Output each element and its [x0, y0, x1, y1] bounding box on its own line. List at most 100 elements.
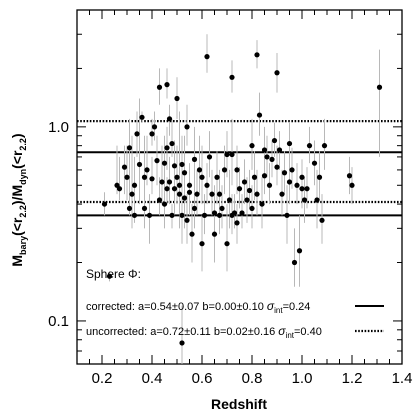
data-point [161, 160, 168, 166]
data-point [261, 173, 268, 179]
data-point [106, 273, 113, 279]
data-point [166, 179, 173, 185]
data-point [191, 156, 198, 162]
data-point [186, 189, 193, 195]
data-point [181, 195, 188, 201]
data-point [164, 82, 170, 88]
data-point [221, 167, 228, 173]
data-point [286, 140, 293, 147]
data-point [179, 212, 185, 218]
data-point [256, 112, 263, 118]
data-point [116, 186, 123, 192]
data-point [224, 151, 230, 158]
data-point [171, 163, 178, 169]
legend-text-corrected: corrected: a=0.54±0.07 b=0.00±0.10 σint=… [86, 299, 310, 315]
data-point [239, 210, 245, 216]
data-point [174, 95, 180, 102]
data-point [346, 173, 353, 179]
x-tick-label: 0.2 [92, 370, 113, 387]
data-point [184, 124, 190, 130]
data-point [284, 212, 290, 218]
legend-text-part: =0.40 [294, 326, 322, 338]
data-point [211, 210, 218, 216]
data-point [166, 116, 173, 122]
data-point [204, 182, 210, 188]
data-point [316, 174, 323, 180]
data-point [134, 131, 140, 137]
data-point [141, 205, 148, 212]
data-point [279, 191, 285, 197]
data-point [154, 158, 160, 164]
legend: corrected: a=0.54±0.07 b=0.00±0.10 σint=… [86, 299, 384, 340]
data-point [149, 131, 155, 137]
x-axis-ticks: 0.2 0.4 0.6 0.8 1.0 1.2 1.4 [76, 10, 413, 387]
data-point [139, 114, 145, 120]
data-point [246, 187, 253, 194]
y-tick-label: 0.1 [48, 313, 69, 330]
data-point [229, 151, 235, 158]
data-point [121, 164, 128, 170]
data-point [181, 170, 188, 176]
data-point [299, 186, 305, 192]
legend-text-part: σ [278, 324, 286, 338]
data-point [126, 205, 133, 212]
data-points [101, 34, 383, 364]
data-point [321, 143, 328, 149]
annotation-sphere: Sphere Φ: [86, 267, 141, 281]
x-tick-label: 0.8 [242, 370, 263, 387]
data-point [171, 186, 178, 192]
x-tick-label: 0.4 [142, 370, 163, 387]
data-point [141, 174, 148, 180]
data-point [131, 212, 138, 218]
legend-text-part: int [286, 331, 295, 340]
data-point [146, 212, 153, 218]
y-axis-ticks: 0.1 1.0 [48, 9, 402, 365]
data-point [314, 197, 320, 203]
data-point [254, 52, 260, 58]
data-point [274, 70, 280, 76]
data-point [259, 201, 265, 207]
data-point [151, 124, 158, 130]
y-title-subscript: 2.2 [18, 138, 28, 151]
data-point [224, 241, 230, 247]
data-point [216, 212, 223, 218]
data-point [349, 182, 355, 188]
data-point [304, 186, 310, 192]
data-point [189, 231, 195, 237]
data-point [294, 182, 300, 188]
data-point [219, 205, 225, 212]
data-point [199, 241, 205, 247]
data-point [129, 191, 135, 197]
legend-text-part: =0.24 [283, 301, 311, 313]
data-point [214, 174, 220, 180]
y-title-subscript: 2.2 [18, 205, 28, 218]
legend-text-part: uncorrected: a=0.72±0.11 b=0.02±0.16 [86, 326, 278, 338]
x-axis-title: Redshift [211, 396, 267, 412]
data-point [101, 201, 108, 207]
y-tick-label: 1.0 [48, 119, 69, 136]
x-tick-label: 1.4 [392, 370, 413, 387]
y-title-subscript: bary [18, 236, 28, 255]
data-point [289, 167, 295, 173]
data-point [179, 340, 185, 346]
data-point [204, 54, 210, 60]
data-point [241, 179, 248, 185]
data-point [281, 170, 288, 176]
y-title-part: (<r [9, 150, 25, 169]
legend-text-uncorrected: uncorrected: a=0.72±0.11 b=0.02±0.16 σin… [86, 324, 322, 340]
data-point [161, 201, 168, 207]
data-point [226, 197, 233, 203]
x-tick-label: 1.2 [342, 370, 363, 387]
data-point [301, 197, 308, 203]
data-point [159, 179, 165, 185]
data-point [156, 197, 163, 203]
data-point [209, 191, 215, 197]
data-point [299, 174, 305, 180]
legend-text-part: int [274, 306, 283, 315]
data-point [261, 147, 268, 153]
data-point [271, 137, 278, 144]
data-point [124, 174, 130, 180]
data-point [234, 220, 240, 226]
data-point [149, 176, 155, 182]
data-point [249, 205, 255, 212]
